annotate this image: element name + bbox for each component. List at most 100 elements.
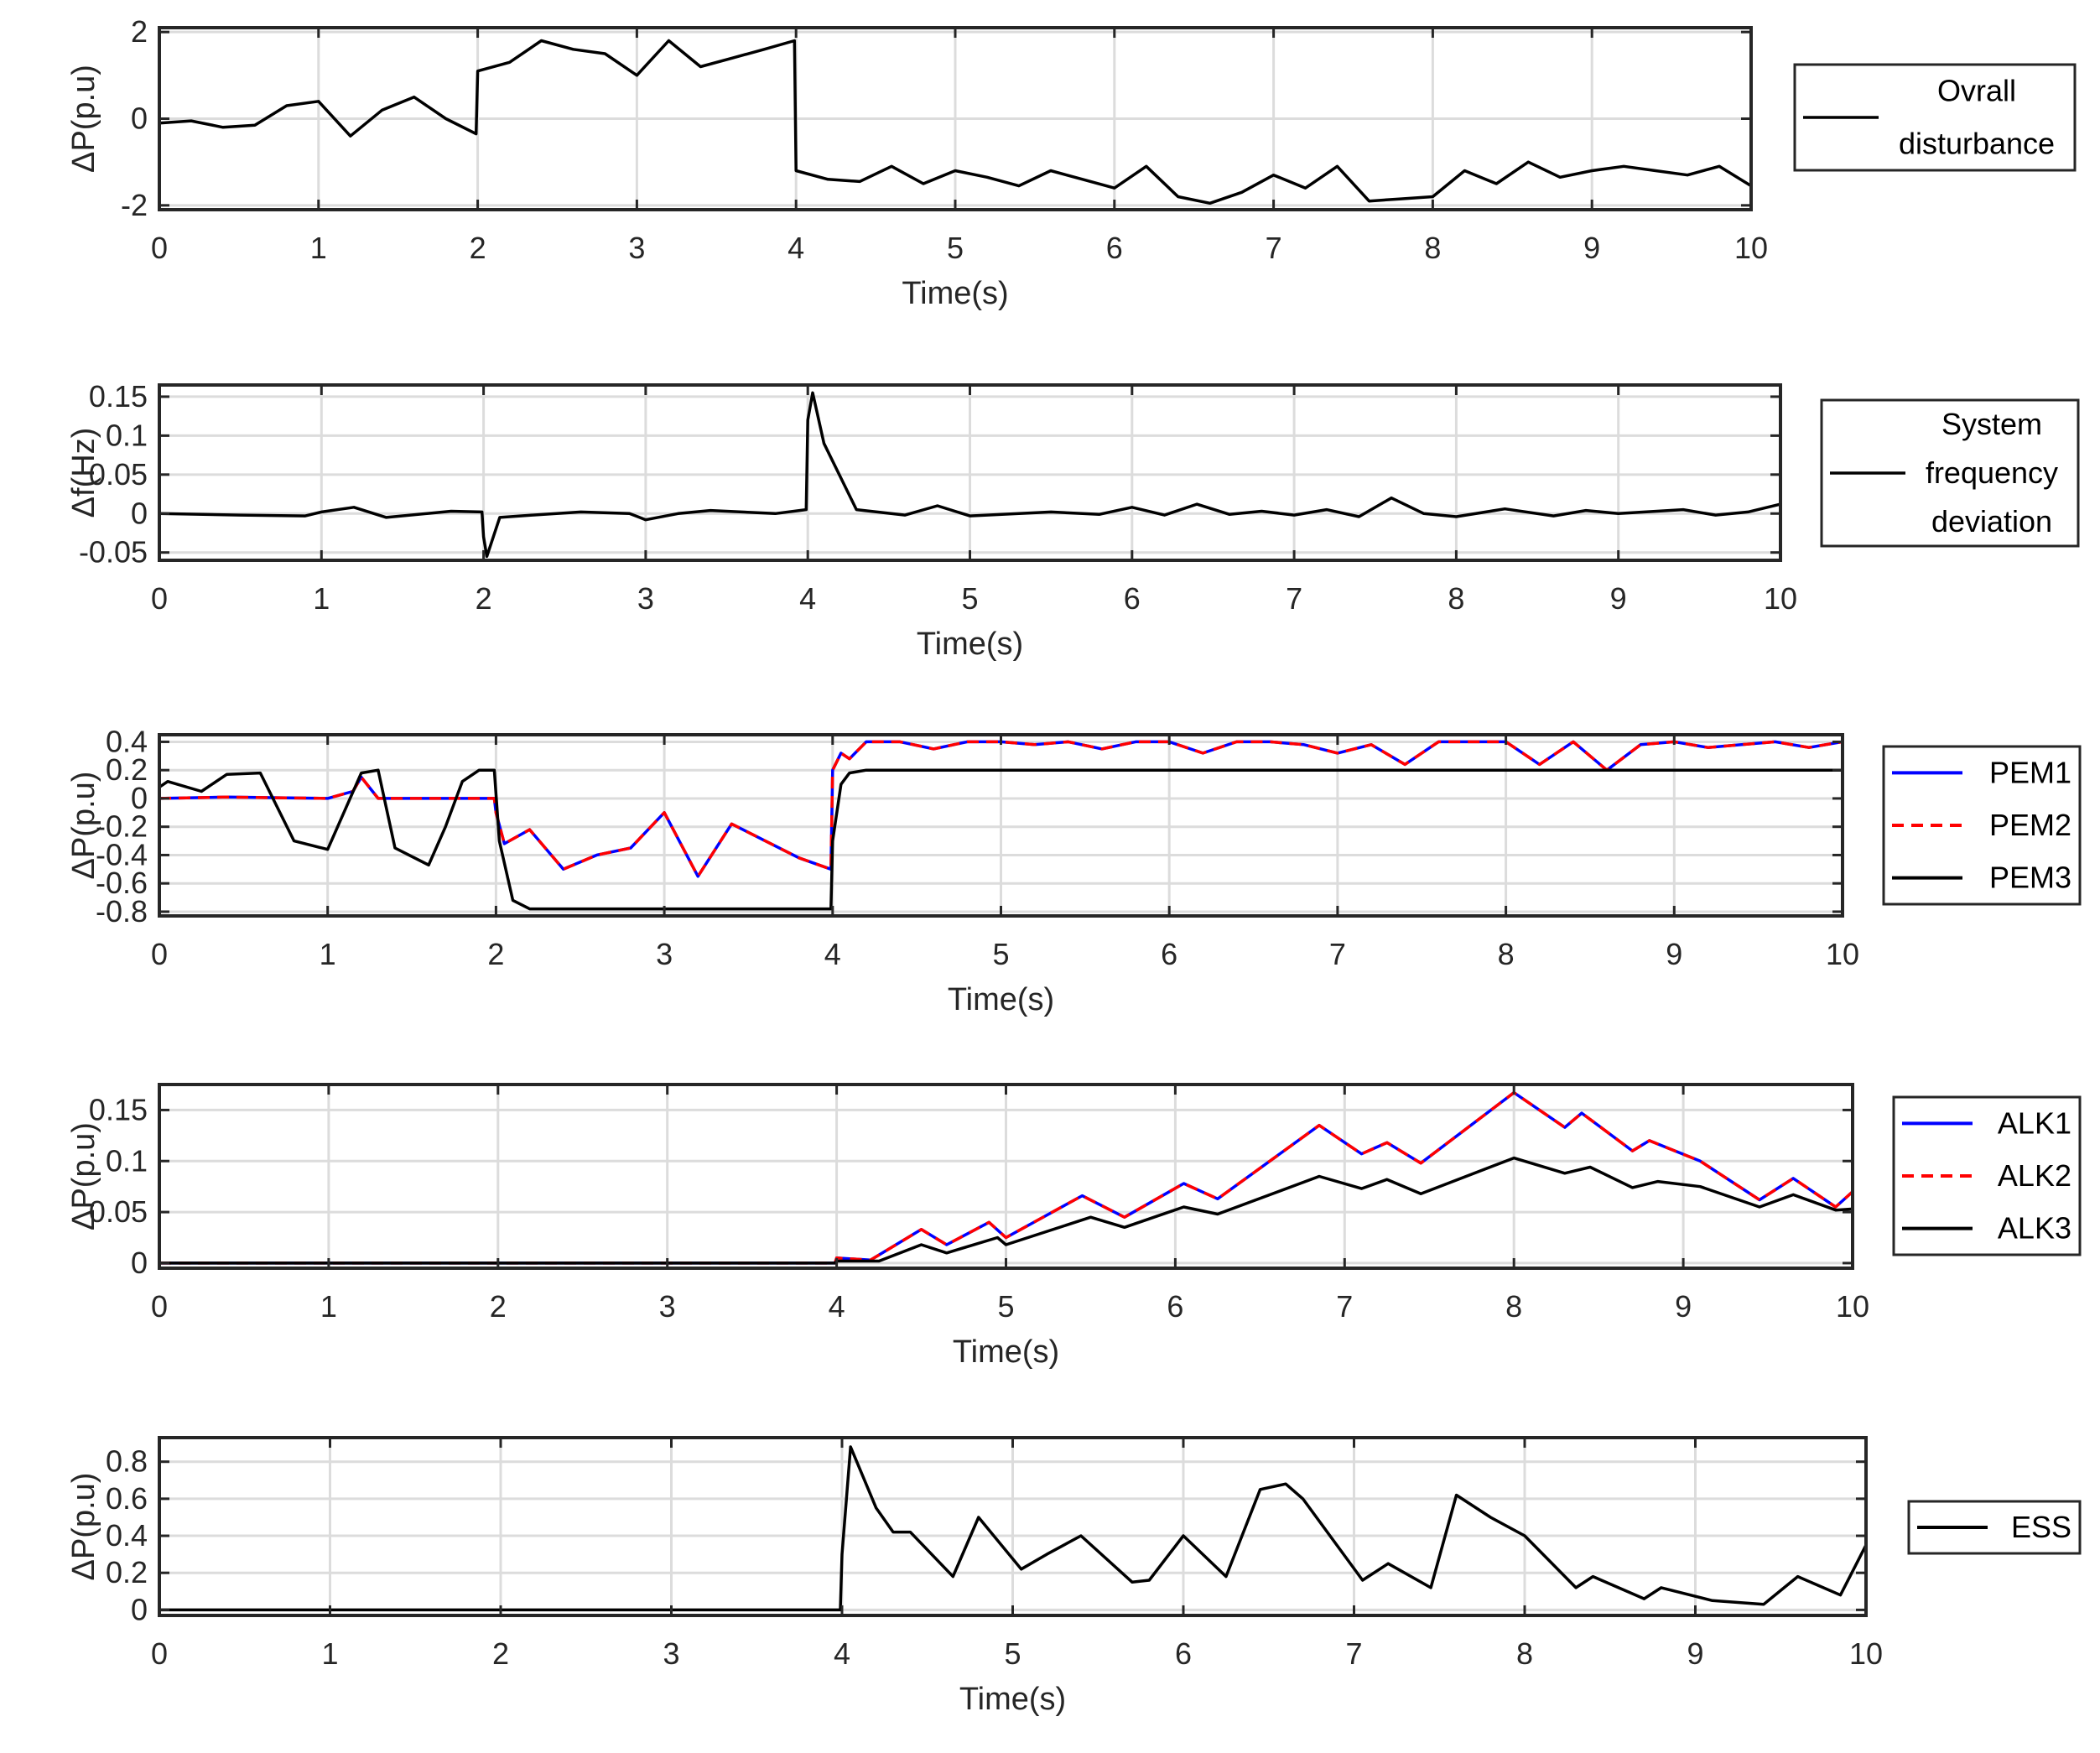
y-tick-label: 0.8 bbox=[106, 1444, 148, 1479]
x-tick-label: 3 bbox=[637, 581, 654, 616]
y-tick-label: 0 bbox=[131, 1592, 148, 1626]
series-line-alk3 bbox=[159, 1156, 1853, 1265]
x-tick-label: 9 bbox=[1610, 581, 1627, 616]
x-axis-label: Time(s) bbox=[917, 627, 1023, 662]
legend-entry-label: PEM2 bbox=[1989, 808, 2071, 842]
y-tick-label: 0 bbox=[131, 496, 148, 530]
legend-entry-line: frequency bbox=[1926, 455, 2058, 490]
x-tick-label: 10 bbox=[1734, 231, 1768, 265]
x-tick-label: 10 bbox=[1836, 1289, 1869, 1324]
x-tick-label: 5 bbox=[961, 581, 978, 616]
x-axis-label: Time(s) bbox=[959, 1682, 1066, 1717]
x-tick-label: 8 bbox=[1448, 581, 1464, 616]
legend: PEM1 PEM2 PEM3 bbox=[1882, 745, 2082, 906]
legend: ESS bbox=[1907, 1500, 2082, 1555]
x-tick-label: 0 bbox=[151, 937, 168, 971]
y-tick-label: -0.2 bbox=[96, 809, 148, 844]
x-tick-label: 0 bbox=[151, 1636, 168, 1671]
y-tick-label: 0.4 bbox=[106, 724, 148, 758]
y-tick-label: -2 bbox=[121, 188, 148, 222]
x-tick-label: 9 bbox=[1583, 231, 1600, 265]
legend-entry-label: PEM1 bbox=[1989, 755, 2071, 789]
y-axis-label: ΔP(p.u) bbox=[66, 772, 101, 880]
y-tick-label: 0.2 bbox=[106, 1555, 148, 1589]
x-tick-label: 1 bbox=[310, 231, 327, 265]
x-tick-label: 0 bbox=[151, 1289, 168, 1324]
x-tick-label: 0 bbox=[151, 231, 168, 265]
x-tick-label: 6 bbox=[1167, 1289, 1183, 1324]
x-tick-label: 6 bbox=[1106, 231, 1123, 265]
x-tick-label: 8 bbox=[1424, 231, 1441, 265]
x-tick-label: 2 bbox=[492, 1636, 509, 1671]
x-tick-label: 7 bbox=[1336, 1289, 1353, 1324]
x-tick-label: 3 bbox=[663, 1636, 679, 1671]
x-tick-label: 8 bbox=[1498, 937, 1515, 971]
x-tick-label: 5 bbox=[997, 1289, 1014, 1324]
series-line-system-frequency-deviation bbox=[159, 391, 1781, 559]
y-tick-label: 0.1 bbox=[106, 418, 148, 452]
y-tick-label: 0 bbox=[131, 101, 148, 136]
y-tick-label: 0.15 bbox=[89, 379, 148, 414]
y-tick-label: 0.2 bbox=[106, 752, 148, 787]
x-tick-label: 4 bbox=[788, 231, 804, 265]
x-tick-label: 4 bbox=[834, 1636, 850, 1671]
series-line-pem3 bbox=[159, 768, 1843, 911]
y-tick-label: 0 bbox=[131, 1246, 148, 1280]
legend-entry-label: ALK2 bbox=[1998, 1158, 2071, 1193]
x-tick-label: 5 bbox=[947, 231, 964, 265]
series-line-pem2 bbox=[159, 740, 1843, 878]
series-line-ess bbox=[159, 1445, 1868, 1612]
x-tick-label: 4 bbox=[829, 1289, 845, 1324]
y-axis-label: ΔP(p.u) bbox=[66, 65, 101, 173]
y-tick-label: 0.05 bbox=[89, 1194, 148, 1229]
y-tick-label: -0.8 bbox=[96, 894, 148, 929]
x-tick-label: 9 bbox=[1675, 1289, 1692, 1324]
grid bbox=[159, 1438, 1866, 1615]
subplot-3: 0 1 2 3 4 5 6 7 8 9 10-0.8-0.6-0.4-0.200.20.4Time(… bbox=[66, 724, 2082, 1017]
legend-entry-line: Ovrall bbox=[1937, 74, 2016, 108]
y-tick-label: -0.6 bbox=[96, 866, 148, 900]
y-tick-label: 0.6 bbox=[106, 1481, 148, 1516]
y-axis-label: ΔP(p.u) bbox=[66, 1122, 101, 1230]
x-tick-label: 1 bbox=[313, 581, 330, 616]
x-tick-label: 3 bbox=[656, 937, 673, 971]
x-tick-label: 10 bbox=[1849, 1636, 1883, 1671]
y-tick-label: -0.4 bbox=[96, 837, 148, 871]
x-tick-label: 5 bbox=[992, 937, 1009, 971]
series-line-alk2 bbox=[159, 1090, 1854, 1265]
x-tick-label: 6 bbox=[1175, 1636, 1192, 1671]
x-tick-label: 10 bbox=[1764, 581, 1797, 616]
legend-entry-line: disturbance bbox=[1899, 127, 2055, 161]
x-tick-label: 4 bbox=[824, 937, 841, 971]
legend: ALK1 ALK2 ALK3 bbox=[1892, 1095, 2082, 1256]
x-tick-label: 7 bbox=[1345, 1636, 1362, 1671]
subplot-2: 0 1 2 3 4 5 6 7 8 9 10-0.0500.050.10.15Time(s)Δf(H… bbox=[66, 379, 2080, 662]
legend-entry-label: System frequency deviation bbox=[1926, 407, 2058, 538]
y-axis-label: Δf(Hz) bbox=[66, 428, 101, 518]
x-tick-label: 2 bbox=[487, 937, 504, 971]
x-tick-label: 4 bbox=[799, 581, 816, 616]
x-tick-label: 3 bbox=[659, 1289, 676, 1324]
legend-entry-line: deviation bbox=[1931, 504, 2052, 538]
x-tick-label: 7 bbox=[1329, 937, 1346, 971]
x-tick-label: 5 bbox=[1004, 1636, 1021, 1671]
legend-entry-label: PEM3 bbox=[1989, 861, 2071, 895]
x-tick-label: 3 bbox=[628, 231, 645, 265]
x-tick-label: 6 bbox=[1161, 937, 1177, 971]
x-tick-label: 2 bbox=[476, 581, 492, 616]
x-tick-label: 7 bbox=[1266, 231, 1282, 265]
y-tick-label: -0.05 bbox=[79, 535, 148, 570]
legend-entry-label: Ovrall disturbance bbox=[1899, 74, 2055, 161]
x-axis-label: Time(s) bbox=[948, 982, 1054, 1017]
x-tick-label: 10 bbox=[1826, 937, 1859, 971]
legend-entry-line: System bbox=[1941, 407, 2042, 441]
y-tick-label: 0.1 bbox=[106, 1143, 148, 1178]
series-line-ovrall-disturbance bbox=[159, 39, 1752, 205]
x-tick-label: 1 bbox=[321, 1636, 338, 1671]
x-tick-label: 2 bbox=[470, 231, 486, 265]
x-tick-label: 1 bbox=[320, 1289, 337, 1324]
legend-entry-label: ALK1 bbox=[1998, 1105, 2071, 1140]
